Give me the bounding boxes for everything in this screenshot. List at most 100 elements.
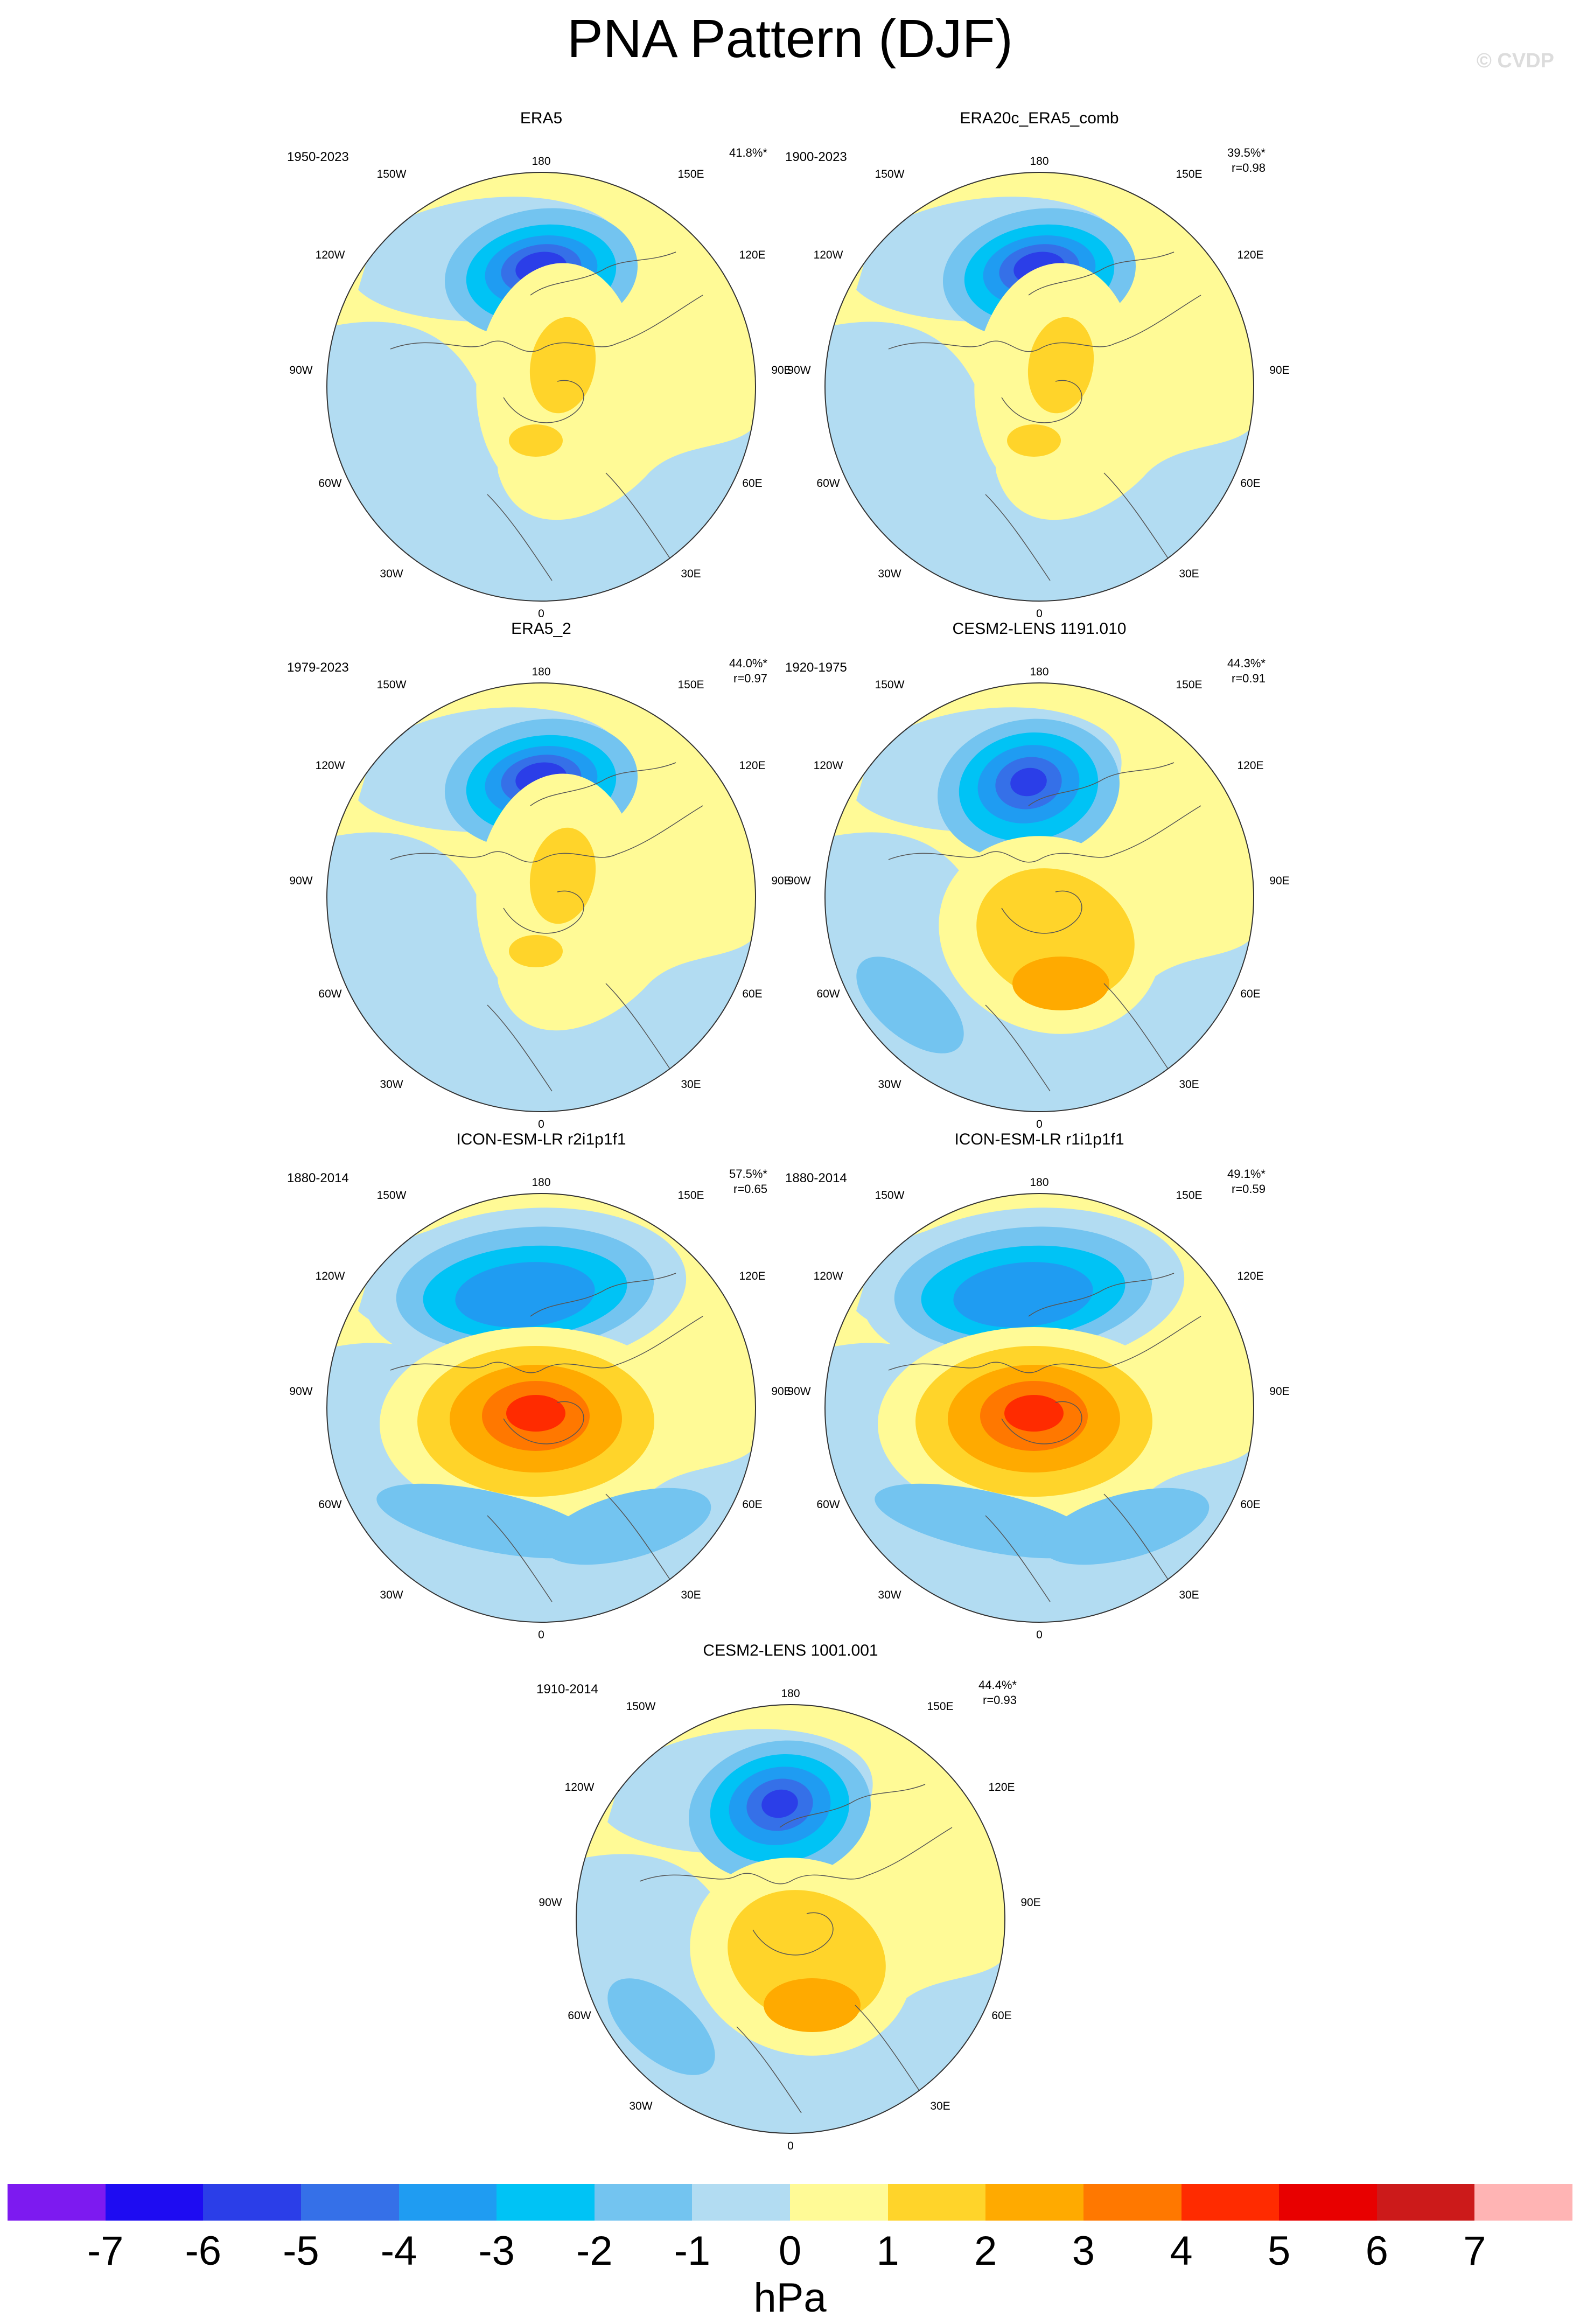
anomaly-contour-7 [607, 1978, 715, 2075]
map-boundary [326, 172, 756, 602]
longitude-label: 0 [538, 1118, 544, 1130]
longitude-label: 30W [380, 1078, 403, 1091]
longitude-label: 120W [564, 1781, 595, 1793]
map-boundary [326, 1193, 756, 1623]
coastline [639, 1784, 953, 2113]
panel-variance: 44.3%* [1227, 657, 1266, 670]
map-boundary [326, 682, 756, 1112]
panel-stats: 44.0%* r=0.97 [681, 656, 767, 686]
panel-title: ERA5_2 [511, 620, 571, 638]
panel-title: ERA5 [520, 109, 563, 127]
longitude-label: 150W [376, 1189, 407, 1202]
longitude-label: 60E [742, 988, 763, 1000]
longitude-label: 120E [1237, 1270, 1264, 1282]
colorbar-tick-label: 7 [1463, 2228, 1486, 2274]
anomaly-contour-9 [875, 1483, 1096, 1559]
slp-anomaly-field [824, 1193, 1254, 1623]
longitude-label: 90E [771, 364, 792, 376]
longitude-label: 30E [681, 1078, 701, 1091]
colorbar-swatch [1279, 2184, 1377, 2221]
longitude-label: 150E [927, 1700, 954, 1713]
colorbar-swatch [692, 2184, 790, 2221]
slp-anomaly-field [824, 682, 1254, 1112]
anomaly-contour-4 [761, 1789, 798, 1818]
anomaly-contour-6 [1027, 317, 1094, 414]
anomaly-contour-7 [856, 957, 964, 1053]
panel-period: 1880-2014 [287, 1171, 349, 1185]
colorbar-tick-label: -7 [87, 2228, 124, 2274]
panel-title: ICON-ESM-LR r2i1p1f1 [456, 1130, 626, 1148]
panel-correlation: r=0.98 [1232, 161, 1266, 175]
longitude-label: 90E [771, 1385, 792, 1398]
longitude-label: 60W [816, 988, 840, 1000]
panel-period: 1880-2014 [785, 1171, 847, 1185]
anomaly-contour-10 [1041, 1488, 1210, 1565]
anomaly-contour-6 [529, 827, 596, 924]
map-boundary [824, 172, 1254, 602]
longitude-label: 60E [991, 2009, 1012, 2022]
colorbar-tick-label: -3 [478, 2228, 515, 2274]
map-panel-cesm2-lens-1001-001: CESM2-LENS 1001.001 1910-2014 44.4%* r=0… [521, 1640, 1060, 2157]
longitude-label: 150W [376, 679, 407, 691]
longitude-label: 60E [1240, 1498, 1261, 1511]
colorbar-tick-label: 1 [876, 2228, 899, 2274]
colorbar-swatch [1376, 2184, 1475, 2221]
longitude-label: 150W [376, 168, 407, 180]
anomaly-contour-8 [506, 1395, 565, 1432]
cvdp-watermark: © CVDP [1476, 50, 1554, 72]
colorbar-tick-label: 3 [1072, 2228, 1095, 2274]
longitude-label: 150W [626, 1700, 656, 1713]
coastline [888, 1273, 1201, 1602]
panel-variance: 44.0%* [729, 657, 767, 670]
anomaly-contour-7 [1007, 424, 1061, 457]
colorbar [8, 2184, 1572, 2221]
anomaly-contour-7 [509, 935, 563, 967]
longitude-label: 60W [816, 477, 840, 490]
longitude-label: 30W [380, 1589, 403, 1601]
panel-stats: 41.8%* [681, 145, 767, 160]
polar-stereographic-map: 180 150W 150E 120W 120E 90W 90E 60W 60E 30W 30E 0 [787, 155, 1289, 620]
anomaly-contour-8 [1012, 957, 1109, 1010]
colorbar-tick-label: 4 [1170, 2228, 1193, 2274]
negative-anomaly-atlantic [327, 832, 756, 1112]
colorbar-swatch [1474, 2184, 1572, 2221]
longitude-label: 90W [787, 1385, 811, 1398]
longitude-label: 90E [1269, 875, 1290, 887]
longitude-label: 0 [787, 2140, 794, 2152]
longitude-label: 0 [1036, 608, 1043, 620]
longitude-label: 150E [1176, 168, 1203, 180]
panel-title: ERA20c_ERA5_comb [960, 109, 1119, 127]
colorbar-swatch [594, 2184, 693, 2221]
coastline [888, 252, 1201, 581]
panel-correlation: r=0.93 [983, 1693, 1017, 1707]
longitude-label: 60W [816, 1498, 840, 1511]
longitude-label: 90E [1020, 1896, 1041, 1909]
longitude-label: 30E [1179, 1078, 1199, 1091]
colorbar-tick-label: -4 [380, 2228, 417, 2274]
longitude-label: 150E [677, 168, 704, 180]
map-panel-icon-esm-lr-r1i1p1f1: ICON-ESM-LR r1i1p1f1 1880-2014 49.1%* r=… [770, 1129, 1309, 1646]
longitude-label: 120W [813, 249, 843, 261]
anomaly-contour-8 [1004, 1395, 1064, 1432]
panel-stats: 39.5%* r=0.98 [1179, 145, 1266, 176]
coastline [888, 762, 1201, 1092]
map-panel-icon-esm-lr-r2i1p1f1: ICON-ESM-LR r2i1p1f1 1880-2014 57.5%* r=… [272, 1129, 810, 1646]
longitude-label: 180 [1030, 666, 1049, 678]
colorbar-swatch [985, 2184, 1083, 2221]
map-panel-era5: ERA5 1950-2023 41.8%* 180 150W 150E 120W 120… [272, 108, 810, 625]
longitude-label: 90W [787, 875, 811, 887]
longitude-label: 150E [677, 1189, 704, 1202]
longitude-label: 60E [1240, 477, 1261, 490]
longitude-label: 90W [787, 364, 811, 376]
longitude-label: 30W [380, 568, 403, 580]
panel-period: 1900-2023 [785, 150, 847, 164]
panel-title: CESM2-LENS 1191.010 [952, 620, 1127, 638]
colorbar-swatch [1181, 2184, 1280, 2221]
longitude-label: 120W [315, 759, 345, 772]
colorbar-tick-label: 6 [1365, 2228, 1388, 2274]
longitude-label: 60W [318, 477, 342, 490]
colorbar-tick-label: 0 [778, 2228, 802, 2274]
longitude-label: 120E [739, 249, 766, 261]
longitude-label: 150E [1176, 679, 1203, 691]
longitude-label: 180 [781, 1687, 800, 1700]
